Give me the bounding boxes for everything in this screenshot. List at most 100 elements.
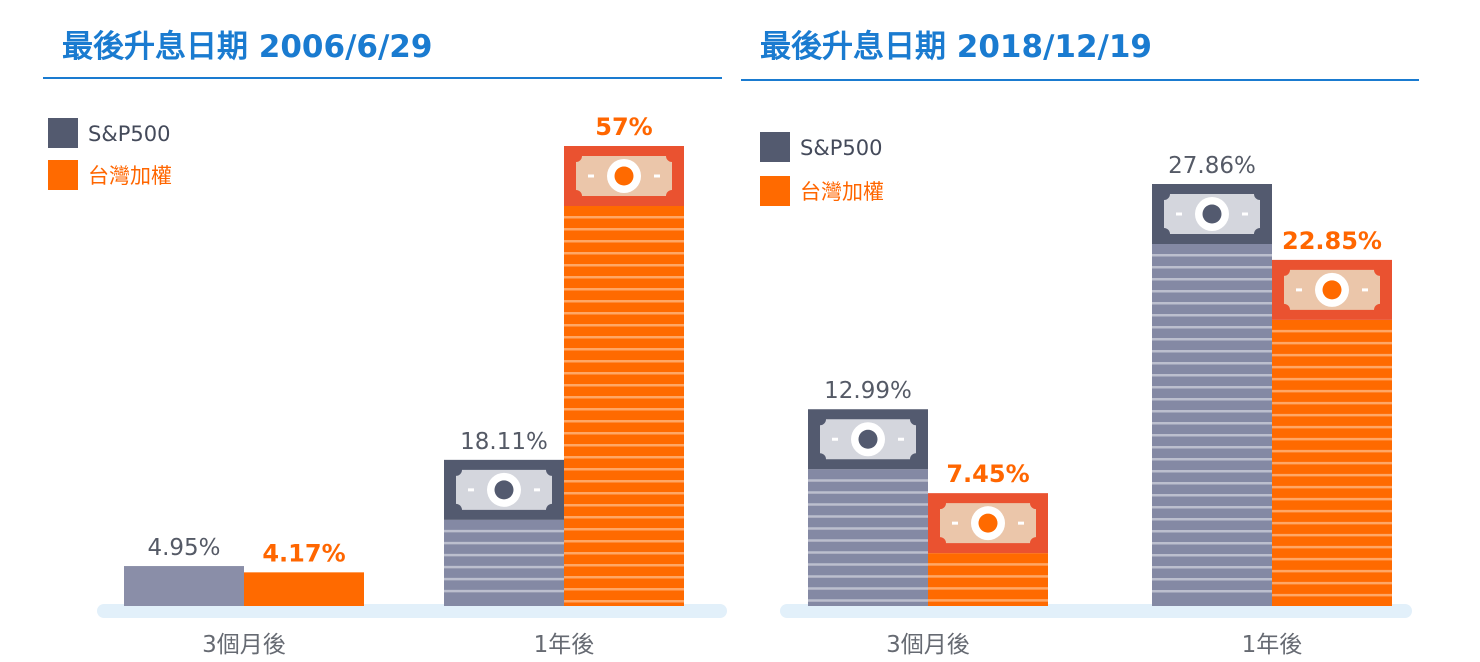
legend-swatch-sp500 [760,132,790,162]
bar-stripe [928,563,1048,566]
baseline [780,604,1412,618]
banknote-dash [952,521,958,525]
bar-stripe [564,492,684,495]
bar-stripe [1152,494,1272,497]
bar-stripe [1152,362,1272,365]
bar-stripe [808,575,928,578]
category-label-1-year: 1年後 [1242,632,1303,658]
bar-stripe [564,564,684,567]
bar-stripe [564,528,684,531]
bar-stripe [564,420,684,423]
bar-stripe [928,575,1048,578]
bar-stripe [564,600,684,603]
bar-stripe [1272,521,1392,525]
bar-stripe [564,384,684,387]
banknote-dash [1242,212,1248,216]
bar-stripe [564,216,684,219]
bar-stripe [1272,377,1392,381]
taiwan-weighted-bar-3-months [244,572,364,606]
legend-label-sp500: S&P500 [800,136,882,160]
bar-stripe [1152,578,1272,581]
bar-stripe [564,456,684,459]
chart-title: 最後升息日期 2018/12/19 [760,29,1152,65]
banknote-dash [1176,212,1182,216]
bar-stripe [564,288,684,291]
bar-stripe [1272,413,1392,417]
banknote-dash [1018,521,1024,525]
banknote-dash [468,488,474,492]
bar-body [808,469,928,606]
bar-stripe [444,577,564,581]
bar-stripe [1152,542,1272,545]
bar-stripe [1272,437,1392,441]
bar-stripe [1152,554,1272,557]
bar-stripe [444,541,564,545]
banknote-dot [1322,280,1342,300]
bar-stripe [564,312,684,315]
taiwan-weighted-bar-1-year [1272,259,1392,606]
bar-stripe [808,539,928,542]
bar-stripe [1272,341,1392,345]
bar-stripe [564,300,684,303]
bar-stripe [1152,338,1272,341]
bar-stripe [1152,566,1272,569]
bar-body [244,572,364,606]
bar-stripe [564,360,684,363]
bar-stripe [1272,401,1392,405]
value-label-taiwan-weighted: 4.17% [262,539,345,567]
value-label-sp500: 27.86% [1168,153,1256,179]
chart-panel-1: 最後升息日期 2006/6/29 S&P500 台灣加權 4.95% 4.17% 3個月後… [43,29,727,658]
bar-stripe [1152,506,1272,509]
bar-stripe [808,587,928,590]
bar-stripe [1152,290,1272,293]
sp500-bar-3-months [808,409,928,606]
bar-stripe [564,504,684,507]
value-label-sp500: 4.95% [147,535,220,561]
bar-stripe [1272,461,1392,465]
bar-stripe [564,372,684,375]
bar-stripe [1152,446,1272,449]
sp500-bar-1-year [1152,184,1272,606]
bar-stripe [564,576,684,579]
bar-stripe [1272,449,1392,453]
bar-stripe [1152,374,1272,377]
bar-stripe [444,553,564,557]
bar-stripe [1272,557,1392,561]
bar-stripe [1152,410,1272,413]
bar-stripe [1272,365,1392,369]
bar-stripe [1152,482,1272,485]
bar-stripe [1272,389,1392,393]
bar-stripe [1152,326,1272,329]
value-label-sp500: 12.99% [824,378,912,404]
sp500-bar-1-year [444,459,564,606]
bar-stripe [1272,485,1392,489]
bar-stripe [1152,398,1272,401]
bar-stripe [444,565,564,569]
bar-stripe [1272,353,1392,357]
taiwan-weighted-bar-1-year [564,146,684,606]
banknote-dot [858,429,878,449]
chart-title: 最後升息日期 2006/6/29 [62,29,432,65]
bar-stripe [1152,278,1272,281]
bar-stripe [1152,350,1272,353]
bar-stripe [564,588,684,591]
legend-label-sp500: S&P500 [88,122,170,146]
bar-stripe [1272,329,1392,333]
bar-stripe [1152,530,1272,533]
category-label-1-year: 1年後 [534,632,595,658]
bar-stripe [1272,581,1392,585]
banknote-dash [1362,288,1368,292]
bar-stripe [564,336,684,339]
banknote-dash [1296,288,1302,292]
bar-stripe [564,444,684,447]
bar-stripe [1152,266,1272,269]
bar-stripe [1152,518,1272,521]
bar-stripe [564,324,684,327]
bar-stripe [1152,314,1272,317]
bar-body [124,566,244,606]
banknote-dash [654,174,660,178]
legend-label-taiwan-weighted: 台灣加權 [88,164,172,188]
bar-stripe [564,264,684,267]
bar-stripe [564,552,684,555]
